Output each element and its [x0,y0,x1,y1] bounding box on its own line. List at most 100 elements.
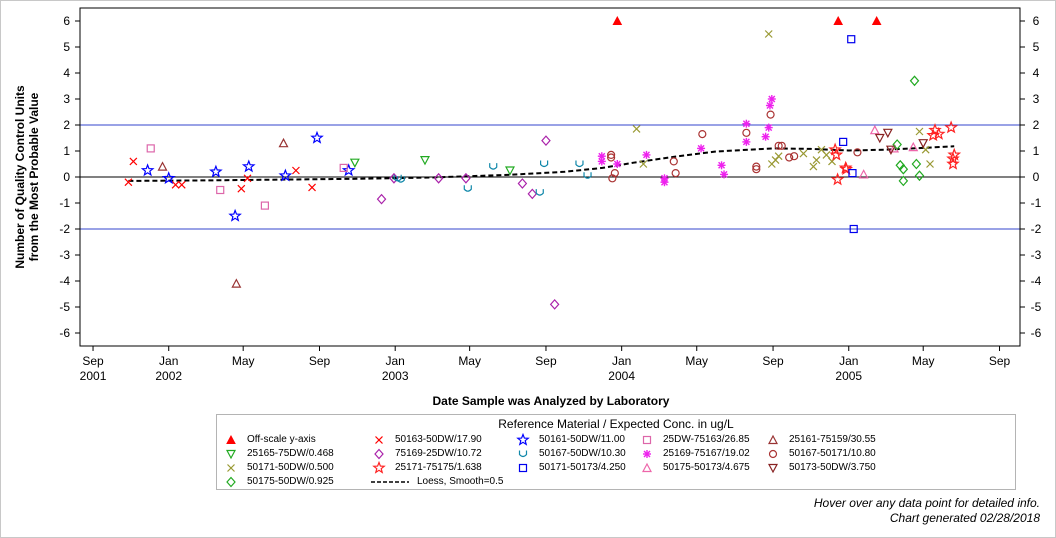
data-point[interactable]: 75169-25DW/10.72: 2003-09-15, -4.9 [549,298,560,310]
data-point[interactable]: 50161-50DW/11.00: 2002-05-10, 0.4 [241,159,256,173]
data-point[interactable]: 50171-50DW/0.500: 2004-02-05, 0.5 [639,160,648,168]
data-point[interactable]: 50163-50DW/17.90: 2002-01-22, -0.3 [177,180,186,189]
data-point[interactable]: 50167-50171/10.80: 2004-03-25, 0.6 [669,157,678,166]
data-point[interactable]: 50167-50DW/10.30: 2003-08-22, -0.6 [535,189,544,196]
data-point[interactable]: 50167-50171/10.80: 2004-10-05, 0.8 [790,152,799,161]
data-point[interactable]: 25161-75159/30.55: 2002-07-05, 1.3 [278,137,289,148]
data-point[interactable]: 50175-50173/4.675: 2005-01-25, 0.1 [858,169,869,179]
data-point[interactable]: 50167-50171/10.80: 2004-05-10, 1.65 [698,130,707,139]
data-point[interactable]: 50175-50DW/0.925: 2005-04-17, 3.7 [909,75,920,87]
data-point[interactable]: 25169-75167/19.02: 2004-08-30, 3 [767,95,776,103]
data-point[interactable]: 50167-50DW/10.30: 2003-01-10, -0.1 [396,176,405,183]
data-point[interactable]: 50167-50DW/10.30: 2003-10-25, 0.5 [575,160,584,168]
data-point[interactable]: 50171-50173/4.250: 2005-01-05, 5.3 [847,35,856,44]
data-point[interactable]: 50161-50DW/11.00: 2001-11-28, 0.25 [140,163,155,177]
data-point[interactable]: 25165-75DW/0.468: 2002-10-28, 0.55 [349,158,360,168]
data-point[interactable]: 50175-50173/4.675: 2005-04-15, 1.15 [908,141,919,152]
data-point[interactable]: 25169-75167/19.02: 2003-12-25, 0.5 [613,160,622,168]
data-point[interactable]: 25171-75175/1.638: 2004-12-14, -0.1 [830,172,845,186]
data-point[interactable]: 50163-50DW/17.90: 2002-01-12, -0.3 [171,180,180,189]
data-point[interactable]: 25DW-75163/26.85: 2002-06-05, -1.1 [260,201,269,210]
data-point[interactable]: 50163-50DW/17.90: 2002-08-20, -0.4 [308,183,316,192]
data-point[interactable]: 25169-75167/19.02: 2004-02-10, 0.85 [642,150,651,159]
data-point[interactable]: 50171-50DW/0.500: 2005-04-25, 1.75 [915,127,924,136]
data-point[interactable]: 50171-50DW/0.500: 2004-11-10, 0.65 [812,156,821,165]
data-point[interactable]: 50167-50171/10.80: 2003-12-21, 0.15 [610,169,619,178]
data-point[interactable]: 25171-75175/1.638: 2005-06-20, 0.85 [947,147,962,161]
data-point[interactable]: 50167-50171/10.80: 2004-08-05, 0.4 [752,162,761,171]
data-point[interactable]: 25DW-75163/26.85: 2002-10-10, 0.35 [339,163,348,172]
data-point[interactable]: 25165-75DW/0.468: 2003-07-05, 0.25 [504,166,515,176]
data-point[interactable]: 50175-50DW/0.925: 2005-03-20, 1.25 [892,139,902,150]
data-point[interactable]: 25169-75167/19.02: 2004-07-20, 2.05 [742,119,751,128]
data-point[interactable]: 75169-25DW/10.72: 2002-12-30, -0.05 [389,172,399,184]
data-point[interactable]: 50167-50171/10.80: 2003-12-15, 0.75 [607,153,616,162]
data-point[interactable]: 50173-50DW/3.750: 2005-03-05, 1.7 [882,128,893,139]
data-point[interactable]: 50175-50173/4.675: 2005-02-12, 1.8 [869,124,880,135]
data-point[interactable]: 50161-50DW/11.00: 2002-04-18, -1.5 [228,208,242,222]
data-point[interactable]: 50173-50DW/3.750: 2005-02-20, 1.5 [874,133,885,144]
data-point[interactable]: 50167-50DW/10.30: 2003-06-08, 0.4 [489,163,498,170]
data-point[interactable]: 50167-50DW/10.30: 2003-11-07, 0.05 [583,172,592,179]
data-point[interactable]: 50175-50DW/0.925: 2005-03-30, 0.3 [898,163,909,175]
data-point[interactable]: 50171-50173/4.250: 2004-12-23, 1.35 [839,137,848,146]
data-point[interactable]: 50171-50DW/0.500: 2004-08-25, 5.5 [764,30,773,38]
data-point[interactable]: 25169-75167/19.02: 2004-08-25, 1.9 [764,123,773,132]
data-point[interactable]: 50167-50171/10.80: 2004-09-10, 1.2 [774,141,783,150]
data-point[interactable]: 25169-75167/19.02: 2004-03-10, -0.05 [660,174,669,183]
data-point[interactable]: 25169-75167/19.02: 2004-05-08, 1.1 [697,144,706,153]
data-point[interactable]: 25171-75175/1.638: 2005-06-15, 1.9 [944,120,959,134]
data-point[interactable]: 50167-50DW/10.30: 2003-04-28, -0.45 [463,185,472,192]
data-point[interactable]: 25171-75175/1.638: 2004-12-27, 0.35 [838,160,853,174]
data-point[interactable]: 50171-50DW/0.500: 2005-05-12, 0.5 [926,160,934,168]
data-point[interactable]: 25169-75167/19.02: 2004-06-10, 0.45 [717,161,726,170]
data-point[interactable]: 50173-50DW/3.750: 2005-05-01, 1.3 [918,139,929,149]
data-point[interactable]: 50167-50171/10.80: 2003-12-17, -0.05 [608,174,617,183]
data-point[interactable]: 50161-50DW/11.00: 2002-10-18, 0.25 [341,163,356,177]
data-point[interactable]: Off-scale y-axis: 2003-12-25, 6 [612,15,623,25]
data-point[interactable]: 50167-50171/10.80: 2005-01-15, 0.95 [853,148,862,157]
data-point[interactable]: 25161-75159/30.55: 2002-04-20, -4.1 [231,278,242,288]
data-point[interactable]: 25DW-75163/26.85: 2002-03-25, -0.5 [216,185,225,195]
data-point[interactable]: 50171-50DW/0.500: 2004-11-26, 0.85 [822,150,831,159]
data-point[interactable]: 50167-50171/10.80: 2003-12-15, 0.85 [607,150,616,159]
data-point[interactable]: 50163-50DW/17.90: 2002-05-08, -0.05 [243,174,252,183]
data-point[interactable]: Off-scale y-axis: 2004-12-15, 6 [833,15,844,25]
data-point[interactable]: 50171-50DW/0.500: 2004-11-05, 0.4 [809,162,818,171]
data-point[interactable]: 25169-75167/19.02: 2004-07-20, 1.35 [742,137,751,146]
data-point[interactable]: 50173-50DW/3.750: 2005-03-10, 1.05 [885,145,896,155]
data-point[interactable]: 50167-50171/10.80: 2004-08-05, 0.3 [752,165,761,174]
data-point[interactable]: 50167-50171/10.80: 2004-09-15, 1.2 [777,141,786,150]
data-point[interactable]: 50175-50DW/0.925: 2005-03-30, -0.15 [898,175,909,187]
data-point[interactable]: 50163-50DW/17.90: 2002-04-28, -0.45 [237,184,246,193]
data-point[interactable]: 50167-50171/10.80: 2004-07-20, 1.7 [742,128,751,137]
data-point[interactable]: 25DW-75163/26.85: 2001-12-03, 1.1 [146,144,155,153]
data-points[interactable]: Off-scale y-axis: 2003-12-25, 6 Off-scale… [124,15,962,310]
data-point[interactable]: 50171-50173/4.250: 2005-01-07, 0.15 [848,169,857,178]
data-point[interactable]: 50167-50171/10.80: 2004-03-28, 0.15 [671,169,680,178]
data-point[interactable]: 50171-50DW/0.500: 2004-09-10, 0.8 [774,152,783,161]
data-point[interactable]: 25171-75175/1.638: 2005-06-18, 0.5 [946,156,960,170]
data-point[interactable]: 75169-25DW/10.72: 2003-03-12, -0.05 [433,172,444,184]
data-point[interactable]: 25169-75167/19.02: 2004-08-20, 1.55 [761,132,770,141]
data-point[interactable]: 25171-75175/1.638: 2005-05-26, 1.65 [931,126,946,140]
data-point[interactable]: 50163-50DW/17.90: 2001-11-05, 0.6 [129,157,138,166]
data-point[interactable]: 75169-25DW/10.72: 2003-09-01, 1.4 [541,135,551,147]
data-point[interactable]: 50161-50DW/11.00: 2002-03-18, 0.2 [209,164,223,178]
data-point[interactable]: 75169-25DW/10.72: 2003-08-10, -0.65 [527,188,538,200]
data-point[interactable]: 50167-50171/10.80: 2004-09-27, 0.75 [785,153,794,162]
data-point[interactable]: 50175-50DW/0.925: 2005-04-25, 0.05 [914,170,925,182]
data-point[interactable]: 25169-75167/19.02: 2004-08-27, 2.75 [765,101,774,110]
data-point[interactable]: 25171-75175/1.638: 2004-12-28, 0.3 [839,161,854,175]
data-point[interactable]: 50161-50DW/11.00: 2002-07-08, 0.05 [278,168,293,182]
data-point[interactable]: 50163-50DW/17.90: 2002-07-25, 0.25 [291,166,300,175]
data-point[interactable]: 50171-50173/4.250: 2005-01-09, -2 [849,224,858,234]
data-point[interactable]: 75169-25DW/10.72: 2002-12-10, -0.85 [376,193,387,205]
data-point[interactable]: Off-scale y-axis: 2005-02-15, 6 [871,15,882,25]
data-point[interactable]: 50171-50DW/0.500: 2004-01-25, 1.85 [632,124,641,133]
data-point[interactable]: 50167-50DW/10.30: 2003-08-29, 0.5 [540,160,549,168]
data-point[interactable]: 25165-75DW/0.468: 2003-02-18, 0.65 [419,156,430,166]
data-point[interactable]: 50171-50DW/0.500: 2004-10-20, 0.9 [799,149,808,158]
data-point[interactable]: 50161-50DW/11.00: 2002-08-28, 1.5 [310,130,324,144]
data-point[interactable]: 25169-75167/19.02: 2003-11-30, 0.8 [597,152,606,161]
